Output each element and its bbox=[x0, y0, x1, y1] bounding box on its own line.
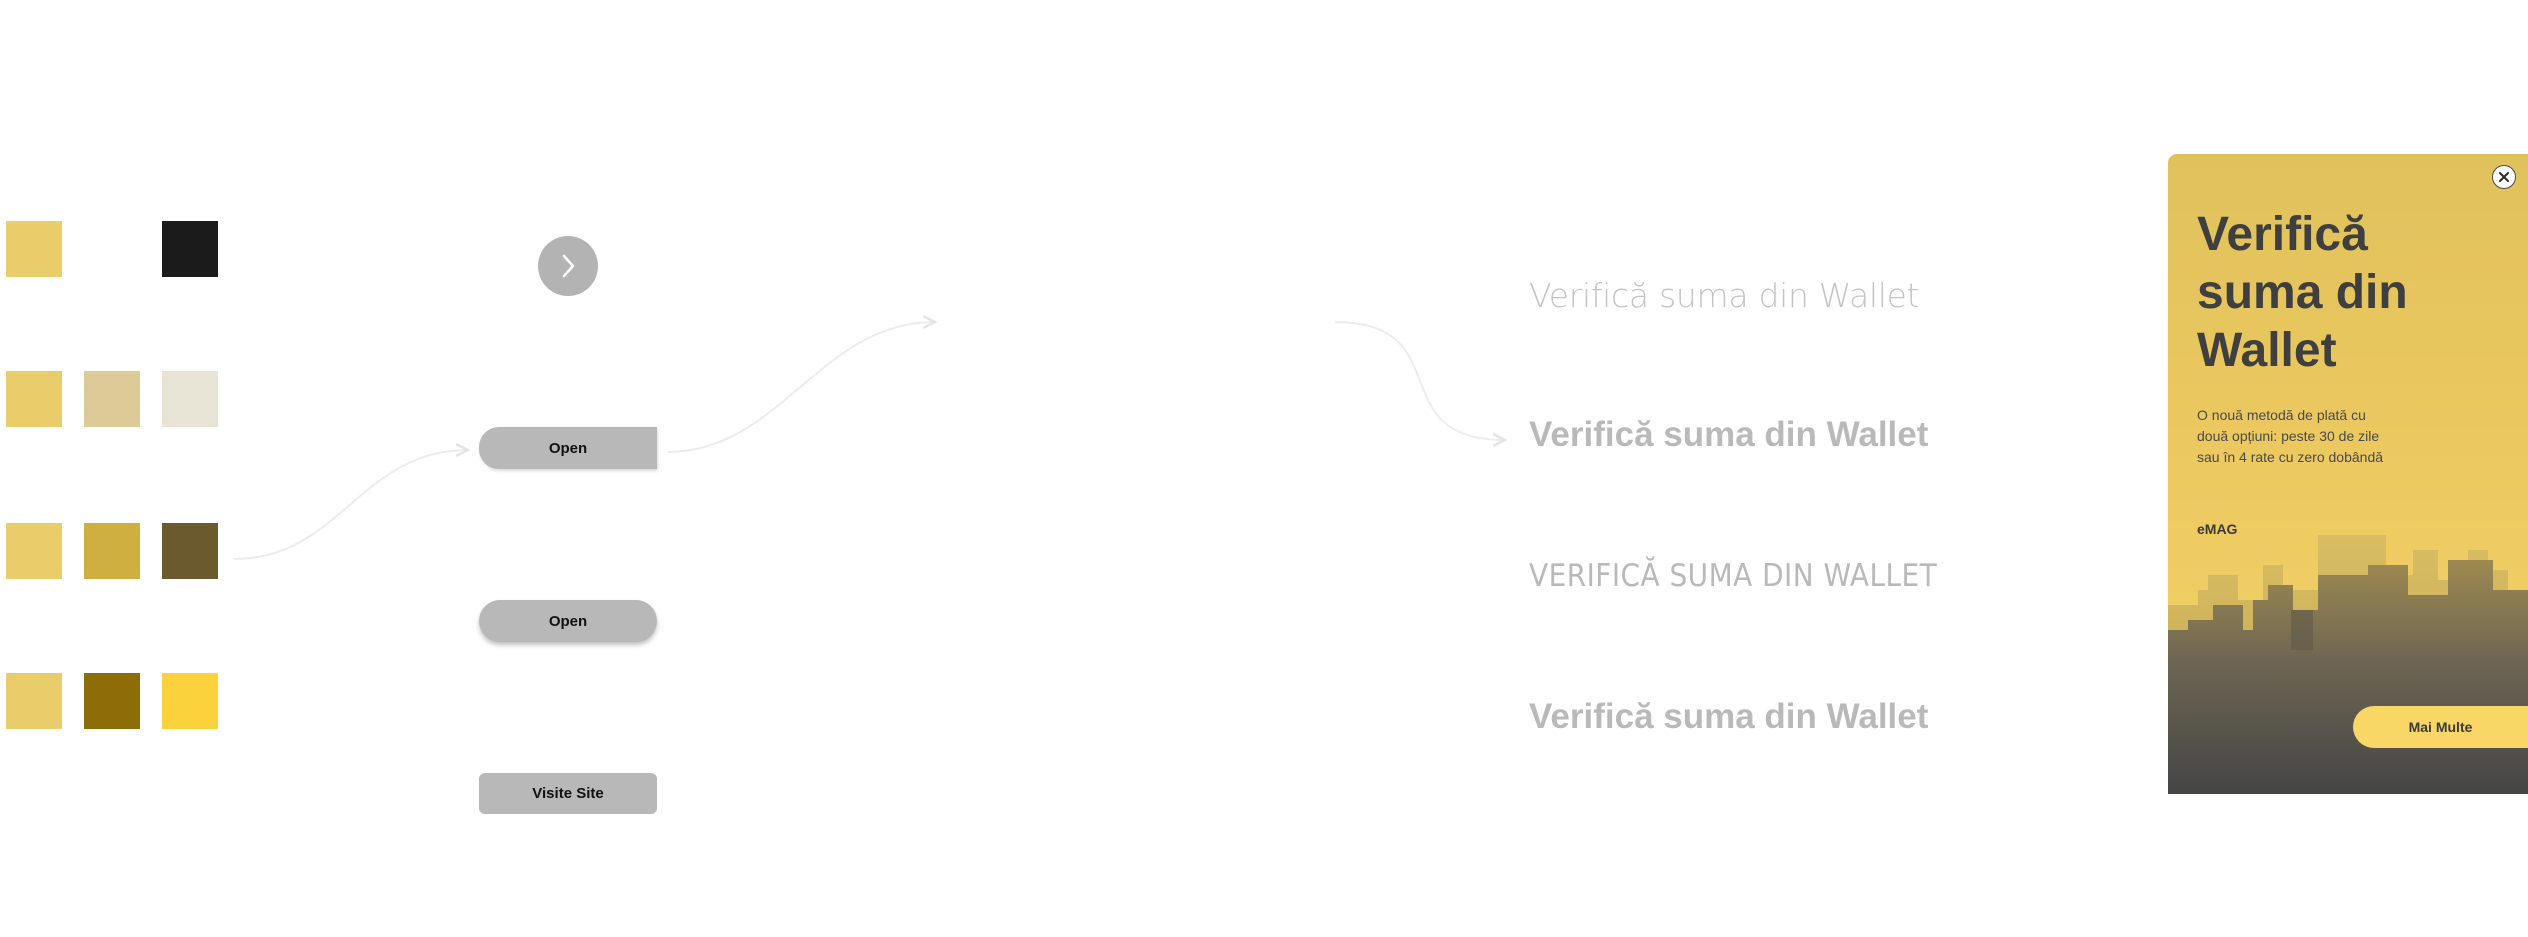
color-swatch bbox=[6, 371, 62, 427]
color-swatch bbox=[6, 523, 62, 579]
color-swatch bbox=[162, 221, 218, 277]
connector-line bbox=[233, 450, 468, 560]
card-description: O nouă metodă de plată cu două opțiuni: … bbox=[2197, 407, 2384, 465]
color-swatch bbox=[84, 673, 140, 729]
close-button[interactable] bbox=[2492, 165, 2516, 189]
card-title: Verifică suma din Wallet bbox=[2197, 208, 2408, 377]
color-swatch bbox=[6, 673, 62, 729]
typography-sample-bold-alt: Verifică suma din Wallet bbox=[1529, 697, 1929, 736]
city-skyline-illustration bbox=[2168, 535, 2528, 794]
open-button-tab[interactable]: Open bbox=[479, 427, 657, 469]
color-swatch bbox=[84, 371, 140, 427]
color-swatch bbox=[162, 523, 218, 579]
next-arrow-button[interactable] bbox=[538, 236, 598, 296]
brand-label: eMAG bbox=[2197, 521, 2238, 537]
close-icon bbox=[2499, 172, 2509, 182]
chevron-right-icon bbox=[562, 254, 575, 278]
typography-sample-light: Verifică suma din Wallet bbox=[1529, 276, 1920, 315]
visit-site-button[interactable]: Visite Site bbox=[479, 773, 657, 814]
typography-sample-uppercase: VERIFICĂ SUMA DIN WALLET bbox=[1529, 558, 1938, 594]
more-button[interactable]: Mai Multe bbox=[2353, 706, 2528, 748]
connector-line bbox=[1334, 321, 1505, 440]
connector-line bbox=[667, 322, 935, 453]
color-swatch bbox=[162, 673, 218, 729]
color-swatch bbox=[162, 371, 218, 427]
open-button-pill[interactable]: Open bbox=[479, 600, 657, 642]
color-swatch bbox=[6, 221, 62, 277]
typography-sample-bold: Verifică suma din Wallet bbox=[1529, 415, 1929, 454]
color-swatch bbox=[84, 523, 140, 579]
